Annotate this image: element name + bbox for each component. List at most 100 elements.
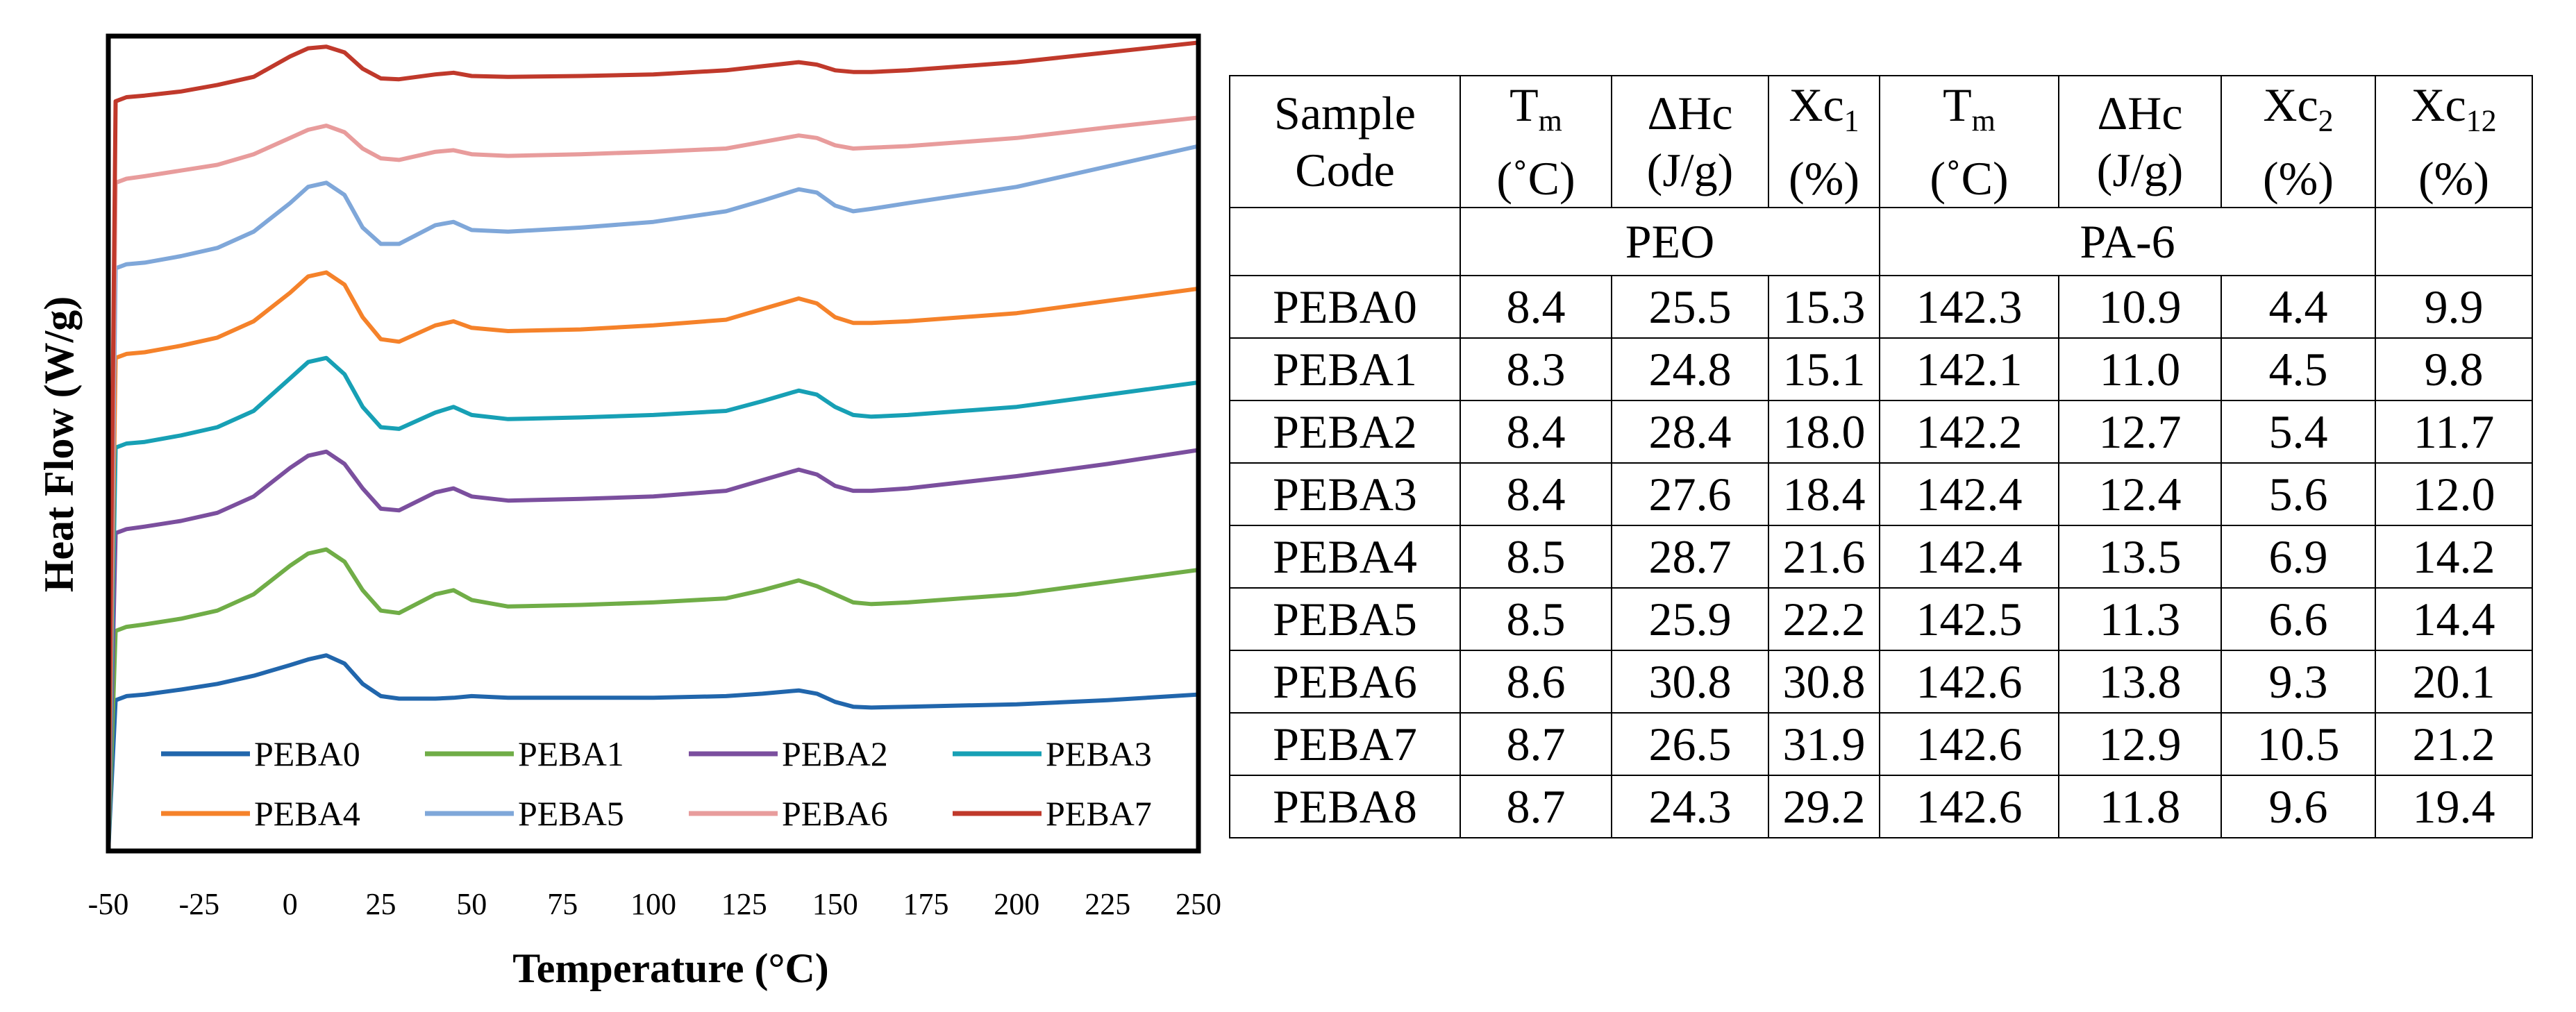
- plot-lines: [106, 40, 1199, 852]
- sample-code-cell: PEBA4: [1229, 524, 1461, 589]
- group-peo: PEO: [1460, 206, 1880, 276]
- legend-label-peba1: PEBA1: [518, 734, 624, 773]
- value-cell: 20.1: [2375, 649, 2533, 714]
- table-row: PEBA7 8.7 26.5 31.9 142.6 12.9 10.5 21.2: [1229, 711, 2533, 776]
- value-cell: 8.3: [1460, 337, 1612, 401]
- value-cell: 30.8: [1611, 649, 1769, 714]
- header-xc2: Xc2 (%): [2220, 75, 2376, 208]
- table-group-row: PEO PA-6: [1229, 206, 2533, 276]
- y-axis-title: Heat Flow (W/g): [36, 296, 82, 593]
- value-cell: 24.3: [1611, 774, 1769, 838]
- x-tick-label: 75: [547, 887, 578, 921]
- value-cell: 9.9: [2375, 274, 2533, 339]
- value-cell: 14.4: [2375, 587, 2533, 651]
- series-line-peba0: [106, 653, 1199, 852]
- x-tick-label: 50: [456, 887, 487, 921]
- x-tick-label: 250: [1176, 887, 1221, 921]
- value-cell: 9.8: [2375, 337, 2533, 401]
- sample-code-cell: PEBA5: [1229, 587, 1461, 651]
- value-cell: 6.9: [2220, 524, 2376, 589]
- series-line-peba2: [106, 448, 1199, 852]
- table-header-row: Sample Code Tm (˚C) ΔHc (J/g) Xc1 (%) Tm (˚C)…: [1229, 75, 2533, 208]
- x-tick-label: -50: [88, 887, 129, 921]
- value-cell: 25.9: [1611, 587, 1769, 651]
- table-row: PEBA1 8.3 24.8 15.1 142.1 11.0 4.5 9.8: [1229, 337, 2533, 401]
- table-row: PEBA0 8.4 25.5 15.3 142.3 10.9 4.4 9.9: [1229, 274, 2533, 339]
- header-tm-pa6: Tm (˚C): [1879, 75, 2059, 208]
- table-row: PEBA4 8.5 28.7 21.6 142.4 13.5 6.9 14.2: [1229, 524, 2533, 589]
- value-cell: 142.5: [1879, 587, 2059, 651]
- series-line-peba3: [106, 355, 1199, 852]
- thermal-properties-table: Sample Code Tm (˚C) ΔHc (J/g) Xc1 (%) Tm (˚C)…: [1229, 75, 2533, 838]
- value-cell: 19.4: [2375, 774, 2533, 838]
- x-axis-title: Temperature (°C): [512, 945, 829, 991]
- value-cell: 11.0: [2058, 337, 2222, 401]
- legend: PEBA0 PEBA1 PEBA2 PEBA3 PEBA4 PEBA5 PEBA6 PEBA7: [161, 734, 1152, 833]
- value-cell: 15.1: [1768, 337, 1880, 401]
- value-cell: 142.6: [1879, 649, 2059, 714]
- value-cell: 12.9: [2058, 711, 2222, 776]
- value-cell: 28.7: [1611, 524, 1769, 589]
- value-cell: 10.5: [2220, 711, 2376, 776]
- table-row: PEBA3 8.4 27.6 18.4 142.4 12.4 5.6 12.0: [1229, 462, 2533, 526]
- value-cell: 12.7: [2058, 399, 2222, 464]
- value-cell: 142.6: [1879, 711, 2059, 776]
- series-line-peba5: [106, 144, 1199, 852]
- value-cell: 31.9: [1768, 711, 1880, 776]
- series-line-peba6: [106, 115, 1199, 852]
- sample-code-cell: PEBA1: [1229, 337, 1461, 401]
- plot-frame: [106, 33, 1201, 854]
- x-tick-label: 200: [994, 887, 1039, 921]
- value-cell: 13.8: [2058, 649, 2222, 714]
- series-line-peba4: [106, 270, 1199, 852]
- legend-label-peba0: PEBA0: [254, 734, 360, 773]
- value-cell: 27.6: [1611, 462, 1769, 526]
- x-tick-label: 100: [630, 887, 676, 921]
- value-cell: 142.2: [1879, 399, 2059, 464]
- series-line-peba1: [106, 547, 1199, 852]
- legend-label-peba2: PEBA2: [782, 734, 888, 773]
- legend-label-peba3: PEBA3: [1046, 734, 1152, 773]
- table-row: PEBA6 8.6 30.8 30.8 142.6 13.8 9.3 20.1: [1229, 649, 2533, 714]
- x-tick-label: -25: [178, 887, 219, 921]
- table-row: PEBA5 8.5 25.9 22.2 142.5 11.3 6.6 14.4: [1229, 587, 2533, 651]
- value-cell: 29.2: [1768, 774, 1880, 838]
- value-cell: 9.6: [2220, 774, 2376, 838]
- value-cell: 9.3: [2220, 649, 2376, 714]
- sample-code-cell: PEBA3: [1229, 462, 1461, 526]
- series-line-peba7: [106, 40, 1199, 852]
- sample-code-cell: PEBA6: [1229, 649, 1461, 714]
- value-cell: 21.6: [1768, 524, 1880, 589]
- value-cell: 8.4: [1460, 399, 1612, 464]
- header-tm-peo: Tm (˚C): [1460, 75, 1612, 208]
- x-tick-label: 125: [721, 887, 767, 921]
- table-row: PEBA8 8.7 24.3 29.2 142.6 11.8 9.6 19.4: [1229, 774, 2533, 838]
- header-dhc-pa6: ΔHc (J/g): [2058, 75, 2222, 208]
- value-cell: 22.2: [1768, 587, 1880, 651]
- table-row: PEBA2 8.4 28.4 18.0 142.2 12.7 5.4 11.7: [1229, 399, 2533, 464]
- value-cell: 8.5: [1460, 587, 1612, 651]
- x-tick-label: 175: [903, 887, 949, 921]
- sample-code-cell: PEBA0: [1229, 274, 1461, 339]
- sample-code-cell: PEBA2: [1229, 399, 1461, 464]
- x-tick-label: 0: [283, 887, 298, 921]
- value-cell: 8.5: [1460, 524, 1612, 589]
- value-cell: 8.7: [1460, 774, 1612, 838]
- legend-label-peba7: PEBA7: [1046, 794, 1152, 833]
- value-cell: 8.7: [1460, 711, 1612, 776]
- legend-label-peba6: PEBA6: [782, 794, 888, 833]
- table-body: PEBA0 8.4 25.5 15.3 142.3 10.9 4.4 9.9 PEBA1 8.3 2…: [1229, 274, 2533, 838]
- x-tick-label: 25: [366, 887, 396, 921]
- header-sample-code: Sample Code: [1229, 75, 1461, 208]
- legend-label-peba5: PEBA5: [518, 794, 624, 833]
- value-cell: 18.0: [1768, 399, 1880, 464]
- value-cell: 142.4: [1879, 462, 2059, 526]
- value-cell: 13.5: [2058, 524, 2222, 589]
- value-cell: 14.2: [2375, 524, 2533, 589]
- value-cell: 142.3: [1879, 274, 2059, 339]
- value-cell: 4.4: [2220, 274, 2376, 339]
- value-cell: 24.8: [1611, 337, 1769, 401]
- value-cell: 25.5: [1611, 274, 1769, 339]
- value-cell: 21.2: [2375, 711, 2533, 776]
- value-cell: 30.8: [1768, 649, 1880, 714]
